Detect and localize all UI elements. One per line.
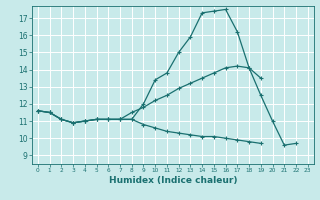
X-axis label: Humidex (Indice chaleur): Humidex (Indice chaleur) [108,176,237,185]
